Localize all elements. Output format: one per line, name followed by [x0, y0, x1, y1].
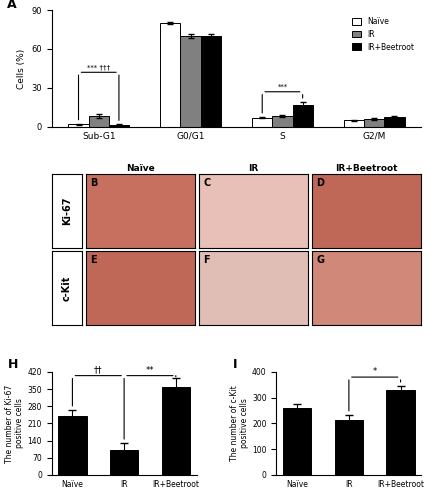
- Bar: [252, 118, 272, 127]
- Text: C: C: [203, 178, 211, 188]
- Legend: Naïve, IR, IR+Beetroot: Naïve, IR, IR+Beetroot: [349, 14, 418, 54]
- Bar: [162, 386, 190, 475]
- Title: IR: IR: [249, 164, 259, 173]
- Bar: [387, 390, 415, 475]
- Text: D: D: [316, 178, 324, 188]
- Bar: [68, 124, 89, 127]
- Text: A: A: [7, 0, 17, 10]
- Bar: [272, 116, 292, 127]
- Text: c-Kit: c-Kit: [62, 275, 72, 300]
- Text: *: *: [373, 367, 377, 376]
- Text: F: F: [203, 256, 210, 266]
- Text: *** †††: *** †††: [87, 64, 111, 70]
- Bar: [58, 416, 86, 475]
- Bar: [292, 104, 313, 127]
- Text: **: **: [146, 366, 154, 374]
- Text: I: I: [233, 358, 237, 371]
- Bar: [110, 450, 138, 475]
- Text: Ki-67: Ki-67: [62, 196, 72, 225]
- Bar: [364, 119, 384, 127]
- Bar: [201, 36, 221, 127]
- Y-axis label: The number of Ki-67
positive cells: The number of Ki-67 positive cells: [5, 384, 25, 462]
- Bar: [89, 116, 109, 127]
- Title: IR+Beetroot: IR+Beetroot: [335, 164, 398, 173]
- Bar: [335, 420, 363, 475]
- Bar: [344, 120, 364, 127]
- Bar: [181, 36, 201, 127]
- Y-axis label: The number of c-Kit
positive cells: The number of c-Kit positive cells: [230, 386, 249, 462]
- Text: E: E: [90, 256, 97, 266]
- Bar: [283, 408, 311, 475]
- Text: H: H: [8, 358, 18, 371]
- Text: B: B: [90, 178, 98, 188]
- Bar: [384, 117, 405, 127]
- Text: ***: ***: [277, 84, 288, 90]
- Bar: [109, 125, 129, 127]
- Text: G: G: [316, 256, 324, 266]
- Y-axis label: Cells (%): Cells (%): [17, 48, 26, 88]
- Bar: [160, 23, 181, 127]
- Title: Naïve: Naïve: [126, 164, 155, 173]
- Text: ††: ††: [94, 366, 102, 374]
